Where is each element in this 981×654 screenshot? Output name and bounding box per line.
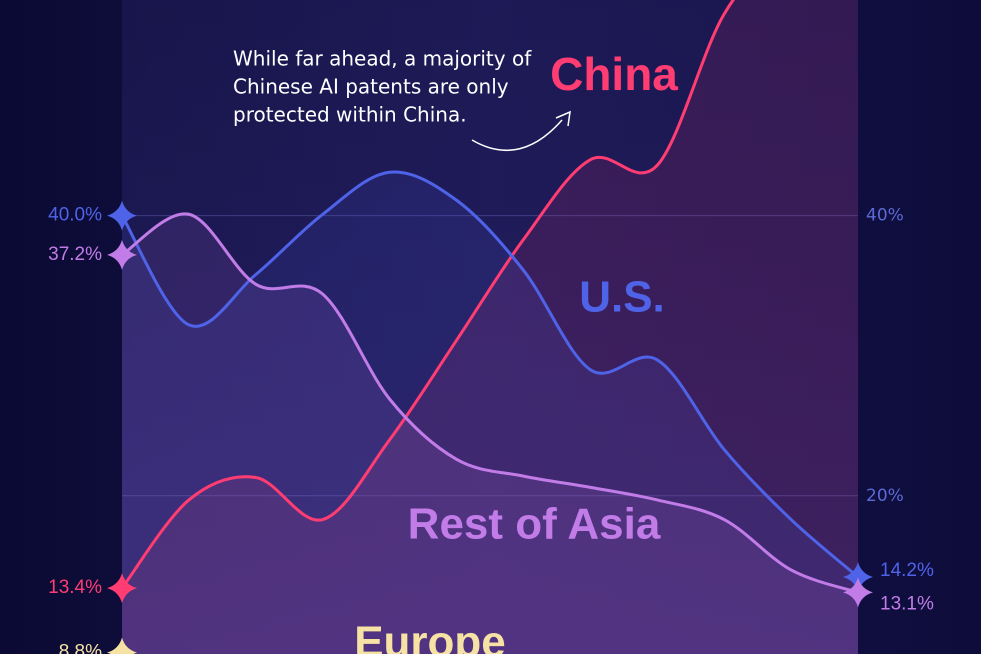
lines: [122, 0, 858, 594]
series-name: China: [550, 48, 678, 100]
annotation-line: protected within China.: [233, 103, 467, 127]
series-name: Rest of Asia: [408, 500, 661, 549]
series-line: [122, 170, 858, 579]
end-marker: [843, 561, 873, 592]
annotation: While far ahead, a majority of Chinese A…: [233, 47, 571, 152]
value-label: 13.1%: [880, 593, 934, 614]
plot-area: [122, 0, 858, 654]
end-marker: [107, 637, 137, 654]
annotation-line: Chinese AI patents are only: [233, 75, 509, 99]
series-area: [122, 171, 858, 654]
end-marker: [107, 239, 137, 270]
series-line: [122, 0, 735, 590]
series-name: U.S.: [579, 273, 665, 322]
areas: [122, 0, 858, 654]
end-marker: [107, 200, 137, 231]
series-area: [122, 0, 858, 654]
series-line: [122, 212, 858, 594]
value-label: 37.2%: [48, 244, 102, 265]
arrow-head: [555, 110, 571, 127]
value-label: 13.4%: [48, 577, 102, 598]
value-label: 8.8%: [59, 642, 102, 654]
series-name: Europe: [354, 618, 506, 654]
annotation-arrow: [471, 119, 563, 152]
end-marker: [843, 577, 873, 608]
series-area: [122, 213, 858, 654]
annotation-line: While far ahead, a majority of: [233, 47, 532, 71]
value-label: 40.0%: [48, 205, 102, 226]
y-tick-label: 40%: [866, 206, 904, 226]
value-label: 14.2%: [880, 560, 934, 581]
end-marker: [107, 573, 137, 604]
y-tick-label: 20%: [866, 486, 904, 506]
